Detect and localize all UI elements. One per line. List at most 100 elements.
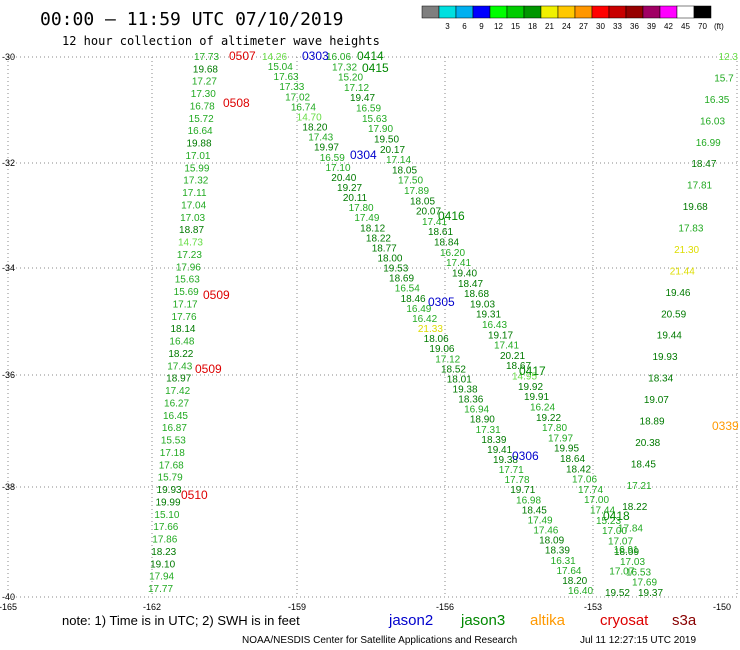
swh-value: 18.97: [166, 374, 191, 385]
colorbar-swatch: [608, 5, 627, 19]
swh-value: 21.33: [418, 324, 443, 335]
swh-value: 17.17: [173, 299, 198, 310]
swh-value: 17.41: [422, 217, 447, 228]
swh-value: 17.77: [148, 584, 173, 595]
timestamp-text: Jul 11 12:27:15 UTC 2019: [580, 635, 696, 646]
lon-label: -153: [584, 602, 602, 612]
swh-value: 17.66: [153, 522, 178, 533]
swh-value: 16.78: [190, 101, 215, 112]
swh-value: 17.74: [578, 485, 603, 496]
swh-value: 18.69: [389, 274, 414, 285]
swh-value: 17.81: [687, 181, 712, 192]
swh-value: 17.11: [182, 188, 207, 199]
swh-value: 19.17: [488, 330, 513, 341]
swh-value: 18.90: [470, 415, 495, 426]
swh-value: 17.03: [620, 557, 645, 568]
swh-value: 17.43: [167, 361, 192, 372]
swh-value: 16.31: [551, 556, 576, 567]
swh-value: 15.04: [268, 62, 293, 73]
swh-value: 17.12: [435, 354, 460, 365]
swh-value: 17.63: [274, 72, 299, 83]
legend-altika: altika: [530, 612, 566, 629]
swh-value: 15.23: [596, 516, 621, 527]
colorbar-swatch: [523, 5, 542, 19]
swh-value: 16.91: [614, 545, 639, 556]
lon-label: -162: [143, 602, 161, 612]
lat-label: -34: [2, 263, 15, 273]
swh-value: 17.69: [632, 578, 657, 589]
colorbar-label: 39: [647, 22, 656, 31]
swh-value: 15.20: [338, 73, 363, 84]
pass-label: 0339: [712, 419, 739, 433]
swh-value: 16.06: [326, 52, 351, 63]
colorbar-swatch: [625, 5, 644, 19]
swh-value: 18.12: [360, 223, 385, 234]
longitude-labels: -165 -162 -159 -156 -153 -150: [0, 602, 731, 612]
swh-value: 17.50: [398, 176, 423, 187]
pass-label: 0415: [362, 61, 389, 75]
swh-value: 18.22: [168, 349, 193, 360]
pass-label: 0509: [203, 288, 230, 302]
colorbar-swatch: [642, 5, 661, 19]
colorbar-label: 70: [698, 22, 707, 31]
credit-text: NOAA/NESDIS Center for Satellite Applica…: [242, 635, 517, 646]
swh-value: 19.37: [638, 588, 663, 599]
swh-value: 19.44: [657, 331, 682, 342]
swh-value: 18.09: [539, 536, 564, 547]
swh-value: 17.21: [627, 481, 652, 492]
colorbar-unit: (ft): [714, 22, 724, 31]
swh-value: 18.09: [614, 547, 639, 558]
swh-value: 17.18: [160, 448, 185, 459]
swh-value: 17.94: [149, 572, 174, 583]
colorbar-label: 30: [596, 22, 605, 31]
legend-jason2: jason2: [388, 612, 433, 629]
swh-value: 16.20: [440, 248, 465, 259]
colorbar-swatch: [659, 5, 678, 19]
swh-value: 16.54: [395, 284, 420, 295]
swh-value: 17.31: [476, 425, 501, 436]
swh-value: 17.27: [192, 77, 217, 88]
swh-value: 19.47: [350, 93, 375, 104]
colorbar-label: 45: [681, 22, 690, 31]
swh-value: 17.32: [183, 176, 208, 187]
swh-value: 20.11: [343, 193, 368, 204]
swh-value: 16.42: [412, 314, 437, 325]
swh-value: 20.21: [500, 351, 525, 362]
swh-value: 18.64: [560, 454, 585, 465]
pass-label: 0305: [428, 295, 455, 309]
colorbar-swatch: [421, 5, 440, 19]
swh-value: 16.03: [700, 116, 725, 127]
swh-value: 17.02: [285, 92, 310, 103]
map-subtitle: 12 hour collection of altimeter wave hei…: [62, 34, 380, 48]
swh-value: 18.39: [545, 546, 570, 557]
colorbar-swatch: [506, 5, 525, 19]
swh-value: 18.42: [566, 464, 591, 475]
colorbar-swatch: [540, 5, 559, 19]
swh-value: 17.00: [602, 526, 627, 537]
colorbar-label: 15: [511, 22, 520, 31]
swh-value: 17.06: [572, 475, 597, 486]
swh-value: 17.64: [556, 566, 581, 577]
swh-value: 17.71: [499, 465, 524, 476]
swh-value: 18.22: [366, 233, 391, 244]
swh-value: 21.44: [670, 266, 695, 277]
swh-value: 19.27: [337, 183, 362, 194]
swh-value: 16.45: [163, 411, 188, 422]
swh-value: 18.67: [506, 361, 531, 372]
swh-value: 18.89: [640, 416, 665, 427]
swh-value: 17.03: [180, 213, 205, 224]
colorbar-label: 6: [462, 22, 467, 31]
swh-value: 17.23: [177, 250, 202, 261]
lat-label: -36: [2, 370, 15, 380]
colorbar-label: 42: [664, 22, 673, 31]
colorbar-swatch: [591, 5, 610, 19]
swh-value: 19.99: [155, 497, 180, 508]
lon-label: -159: [288, 602, 306, 612]
swh-value: 17.41: [446, 258, 471, 269]
swh-value: 15.53: [161, 436, 186, 447]
swh-value: 14.73: [178, 238, 203, 249]
swh-value: 19.41: [487, 445, 512, 456]
wave-height-colorbar: 3 6 9 12 15 18 21 24 27 30 33 36 39 42 45 70: [421, 5, 712, 31]
colorbar-swatch: [455, 5, 474, 19]
